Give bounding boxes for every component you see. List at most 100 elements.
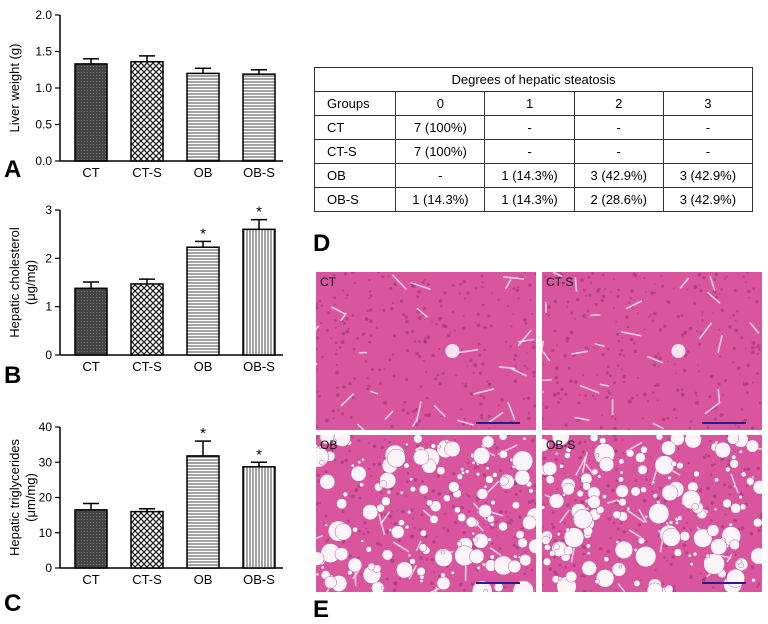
chart-a-category-label: CT-S [132,165,162,180]
table-cell: 7 (100%) [396,116,485,140]
table-cell: 1 (14.3%) [396,188,485,212]
table-header-cell: 2 [574,92,663,116]
table-cell: 3 (42.9%) [574,164,663,188]
chart-a-bar [243,74,275,161]
table-cell: OB-S [315,188,396,212]
chart-c-bar [131,512,163,568]
chart-b-category-label: CT-S [132,359,162,374]
table-header-cell: Groups [315,92,396,116]
chart-a-y-tick-label: 1.0 [35,81,52,95]
table-header-cell: 0 [396,92,485,116]
steatosis-table: Degrees of hepatic steatosis Groups 0 1 … [314,67,753,212]
chart-a-category-label: OB [194,165,213,180]
chart-b-category-label: OB [194,359,213,374]
chart-b-category-label: OB-S [243,359,275,374]
chart-b-category-label: CT [82,359,99,374]
scale-bar [476,422,520,424]
table-cell: 3 (42.9%) [663,188,752,212]
table-cell: CT [315,116,396,140]
chart-c-y-tick-label: 20 [39,491,53,505]
histology-image-ct: CT [316,272,536,430]
histology-ct-tissue [316,272,536,430]
table-row: OB-S 1 (14.3%) 1 (14.3%) 2 (28.6%) 3 (42… [315,188,753,212]
panel-letter-c: C [4,590,21,618]
histology-ct-s-tissue [542,272,762,430]
chart-b-y-tick-label: 3 [45,203,52,217]
panel-letter-e: E [313,596,329,624]
chart-c-y-tick-label: 30 [39,455,53,469]
scale-bar [702,422,746,424]
table-cell: - [485,116,574,140]
table-cell: 1 (14.3%) [485,164,574,188]
chart-b-significance-marker: * [200,225,206,242]
scale-bar [476,582,520,584]
table-header-row: Groups 0 1 2 3 [315,92,753,116]
chart-a-y-tick-label: 2.0 [35,8,52,22]
chart-c-bar [187,456,219,568]
chart-a-y-tick-label: 0.0 [35,154,52,168]
chart-c-significance-marker: * [256,446,262,463]
table-row: CT 7 (100%) - - - [315,116,753,140]
histology-image-ct-s: CT-S [542,272,762,430]
chart-b-bar [131,284,163,355]
chart-c-category-label: CT [82,572,99,587]
chart-a-bar [187,73,219,161]
chart-b-significance-marker: * [256,204,262,221]
histology-label: OB-S [546,438,575,452]
chart-b-y-axis-label: (μg/mg) [23,260,38,305]
chart-a-y-tick-label: 0.5 [35,118,52,132]
chart-b-bar [75,288,107,355]
table-cell: CT-S [315,140,396,164]
table-cell: - [574,116,663,140]
chart-b-y-axis-label: Hepatic cholesterol [7,227,22,338]
histology-label: CT [320,275,336,289]
chart-b-y-tick-label: 1 [45,300,52,314]
table-cell: 1 (14.3%) [485,188,574,212]
chart-c-bar [243,467,275,568]
bar-charts: 0.0 0.5 1.0 1.5 2.0 Liver weight (g) CT CT-S OB O… [0,0,310,619]
table-cell: 2 (28.6%) [574,188,663,212]
table-row: OB - 1 (14.3%) 3 (42.9%) 3 (42.9%) [315,164,753,188]
chart-c-category-label: CT-S [132,572,162,587]
histology-image-ob-s: OB-S [542,435,762,592]
panel-letter-d: D [313,230,330,258]
chart-c-category-label: OB [194,572,213,587]
table-cell: 3 (42.9%) [663,164,752,188]
panel-letter-b: B [4,362,21,390]
table-cell: - [663,116,752,140]
chart-a-category-label: CT [82,165,99,180]
chart-b-y-tick-label: 0 [45,348,52,362]
histology-ob-tissue [316,435,536,592]
chart-c-significance-marker: * [200,425,206,442]
table-cell: - [396,164,485,188]
chart-a-y-axis-label: Liver weight (g) [7,44,22,133]
histology-label: CT-S [546,275,573,289]
table-cell: - [574,140,663,164]
chart-c-bar [75,510,107,568]
chart-a-bar [75,64,107,161]
chart-b-bar [187,247,219,355]
table-header-cell: 3 [663,92,752,116]
scale-bar [702,582,746,584]
histology-ob-s-tissue [542,435,762,592]
table-cell: OB [315,164,396,188]
histology-label: OB [320,438,337,452]
chart-c-y-tick-label: 40 [39,420,53,434]
table-header-cell: 1 [485,92,574,116]
table-cell: - [663,140,752,164]
chart-a-bar [131,62,163,161]
chart-c-y-tick-label: 10 [39,526,53,540]
chart-c-y-axis-label: Hepatic triglycerides [7,438,22,556]
table-cell: - [485,140,574,164]
table-cell: 7 (100%) [396,140,485,164]
chart-c-category-label: OB-S [243,572,275,587]
panel-letter-a: A [4,156,21,184]
chart-a-y-tick-label: 1.5 [35,45,52,59]
chart-a-category-label: OB-S [243,165,275,180]
chart-b-y-tick-label: 2 [45,251,52,265]
histology-image-ob: OB [316,435,536,592]
table-title: Degrees of hepatic steatosis [315,68,753,92]
chart-c-y-tick-label: 0 [45,561,52,575]
chart-b-bar [243,229,275,355]
chart-c-y-axis-label: (μm/mg) [23,473,38,522]
